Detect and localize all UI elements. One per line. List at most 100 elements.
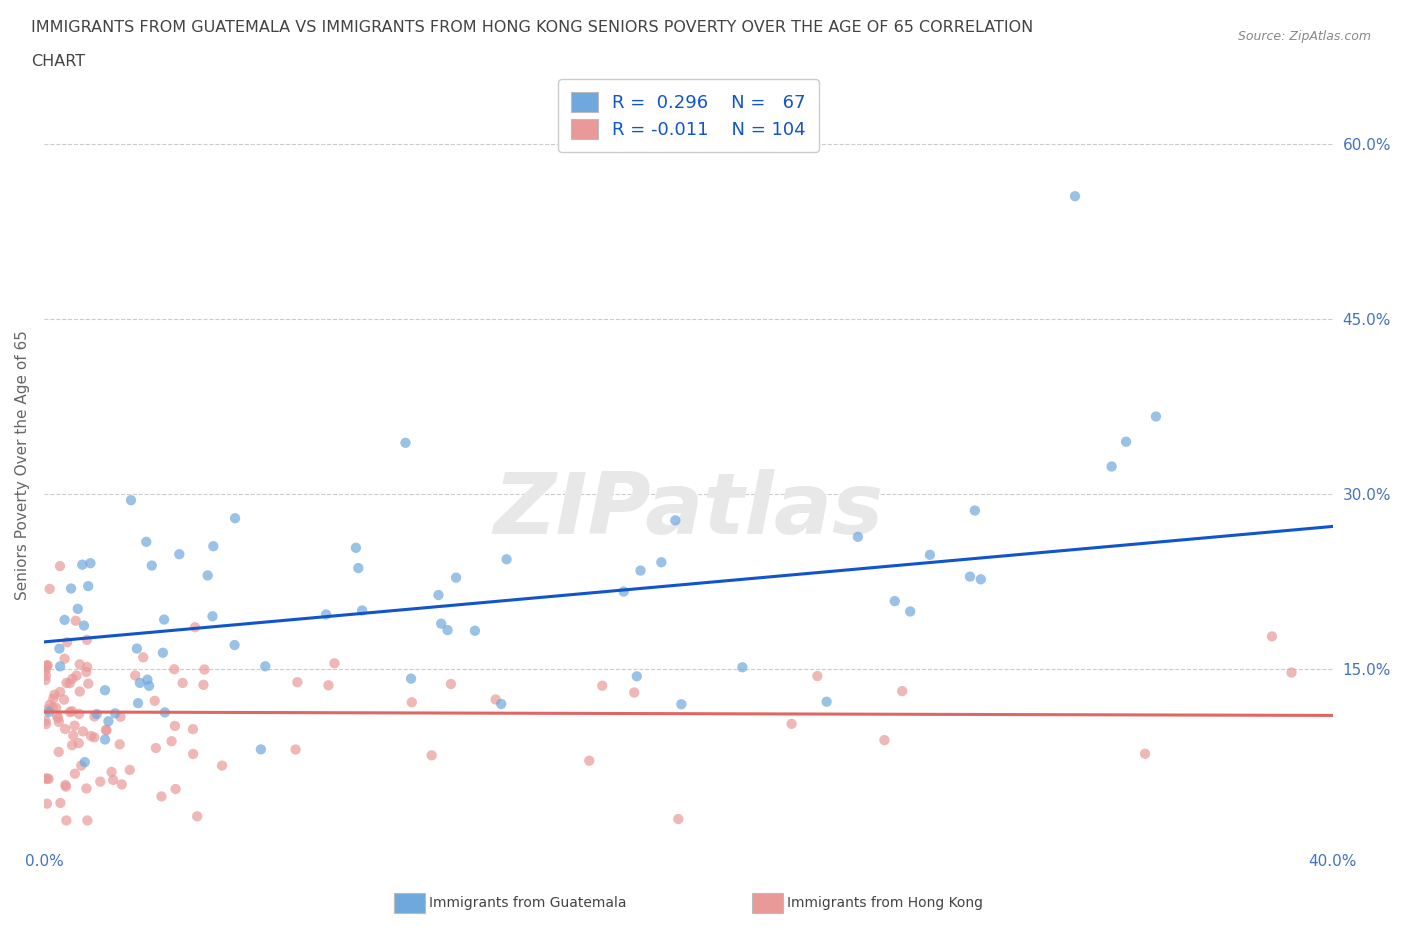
Point (49, 795, 72, 810)
Point (65, 668, 87, 683)
Point (46, 711, 69, 725)
Point (38, 772, 60, 787)
Point (34, 663, 56, 678)
Point (143, 694, 166, 709)
Point (75, 781, 97, 796)
Point (63, 766, 86, 781)
Point (401, 695, 423, 710)
Point (34, 672, 56, 687)
Point (65, 613, 87, 628)
Point (73, 754, 96, 769)
Point (430, 617, 453, 631)
Point (591, 678, 613, 693)
Point (323, 656, 346, 671)
Point (181, 722, 204, 737)
Point (124, 668, 146, 683)
Point (145, 740, 167, 755)
Point (846, 529, 869, 544)
Point (89, 774, 111, 789)
Point (918, 548, 941, 563)
Point (46, 709, 69, 724)
Point (129, 675, 152, 690)
Point (42, 691, 65, 706)
Point (671, 697, 693, 711)
Point (48, 744, 70, 759)
Text: Immigrants from Hong Kong: Immigrants from Hong Kong (787, 896, 983, 910)
Point (883, 593, 905, 608)
Point (76, 632, 98, 647)
Point (63, 718, 86, 733)
Point (132, 650, 155, 665)
Point (150, 789, 173, 804)
Point (1064, 189, 1087, 204)
Point (165, 781, 187, 796)
Point (186, 809, 208, 824)
Legend: R =  0.296    N =   67, R = -0.011    N = 104: R = 0.296 N = 67, R = -0.011 N = 104 (558, 79, 818, 152)
Point (806, 669, 828, 684)
Point (623, 685, 645, 700)
Point (108, 737, 131, 751)
Point (37, 702, 59, 717)
Point (60, 737, 83, 752)
Point (83, 709, 105, 724)
Point (55, 813, 77, 828)
Point (41, 700, 63, 715)
Point (60, 581, 83, 596)
Point (344, 540, 367, 555)
Point (347, 561, 370, 576)
Point (77, 578, 100, 593)
Point (224, 638, 246, 653)
Point (1261, 629, 1284, 644)
Point (970, 572, 993, 587)
Point (56, 635, 79, 650)
Point (152, 645, 174, 660)
Point (38, 698, 60, 712)
Point (202, 538, 225, 553)
Point (731, 660, 754, 675)
Point (153, 705, 176, 720)
Point (34, 771, 56, 786)
Point (38, 704, 60, 719)
Point (184, 619, 207, 634)
Text: IMMIGRANTS FROM GUATEMALA VS IMMIGRANTS FROM HONG KONG SENIORS POVERTY OVER THE : IMMIGRANTS FROM GUATEMALA VS IMMIGRANTS … (31, 20, 1033, 35)
Point (427, 588, 450, 603)
Point (94, 732, 117, 747)
Point (53, 722, 76, 737)
Point (138, 678, 160, 693)
Point (898, 604, 921, 618)
Point (436, 623, 458, 638)
Point (120, 493, 142, 508)
Point (613, 584, 636, 599)
Point (104, 706, 127, 721)
Point (495, 551, 517, 566)
Point (55, 779, 77, 794)
Point (59, 705, 82, 720)
Point (86, 707, 108, 722)
Point (666, 812, 689, 827)
Point (399, 671, 422, 686)
Point (37, 658, 59, 673)
Point (53, 613, 76, 628)
Point (318, 678, 340, 693)
Point (53, 651, 76, 666)
Point (254, 658, 277, 673)
Point (37, 658, 59, 672)
Point (211, 758, 233, 773)
Point (94, 683, 117, 698)
Point (83, 730, 105, 745)
Point (101, 773, 124, 788)
Point (153, 612, 176, 627)
Point (60, 704, 83, 719)
Point (224, 511, 246, 525)
Point (464, 623, 486, 638)
Point (193, 677, 215, 692)
Point (35, 659, 58, 674)
Point (69, 684, 91, 699)
Point (141, 558, 163, 573)
Point (75, 665, 97, 680)
Point (420, 748, 443, 763)
Point (80, 728, 103, 743)
Point (55, 777, 77, 792)
Point (485, 692, 508, 707)
Point (94, 723, 117, 737)
